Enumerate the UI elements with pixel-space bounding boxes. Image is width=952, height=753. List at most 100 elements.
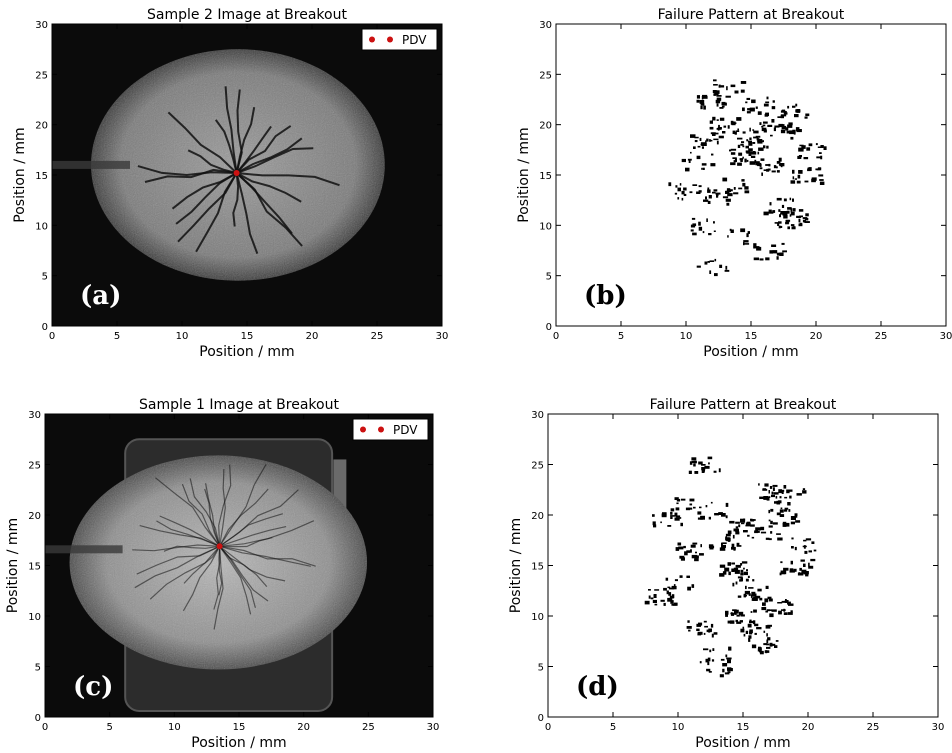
crack-line [235, 172, 303, 247]
failure-point [762, 602, 766, 606]
failure-point [783, 198, 787, 202]
failure-point [680, 557, 685, 561]
failure-point [737, 576, 743, 579]
failure-point [691, 217, 696, 220]
failure-point [776, 197, 782, 201]
failure-point [802, 490, 807, 494]
failure-point [736, 117, 742, 121]
failure-point [734, 569, 740, 574]
failure-point [804, 218, 809, 221]
failure-point [790, 610, 793, 613]
failure-point [739, 611, 744, 616]
failure-point [743, 242, 745, 246]
failure-point [803, 571, 809, 575]
failure-point [819, 181, 825, 185]
failure-point [778, 489, 785, 492]
failure-point [731, 562, 735, 565]
failure-point [713, 230, 716, 232]
failure-point [668, 182, 672, 187]
failure-point [699, 137, 702, 141]
failure-point [739, 158, 744, 161]
failure-point [767, 637, 771, 641]
crack-line [136, 545, 220, 575]
failure-point [781, 609, 786, 611]
failure-point [698, 190, 702, 193]
panel-title: Failure Pattern at Breakout [658, 7, 845, 23]
failure-point [776, 170, 780, 173]
failure-point [770, 643, 776, 646]
pdv-marker [216, 543, 223, 550]
failure-point [759, 496, 764, 499]
y-tick-label: 25 [539, 70, 552, 81]
failure-point [663, 587, 667, 591]
failure-point [758, 646, 761, 650]
y-tick-label: 25 [35, 70, 48, 81]
failure-point [692, 542, 698, 545]
failure-point [771, 491, 774, 495]
failure-point [709, 270, 712, 274]
failure-point [733, 187, 736, 190]
failure-point [792, 129, 796, 134]
failure-point [784, 600, 789, 603]
failure-point [801, 145, 806, 149]
crack-line [235, 125, 292, 174]
failure-point [765, 257, 770, 261]
failure-point [709, 260, 715, 262]
failure-point [752, 142, 756, 144]
failure-point [680, 498, 686, 501]
failure-point [787, 124, 793, 128]
failure-point [750, 594, 753, 598]
failure-point [787, 601, 791, 605]
crack-line [236, 147, 314, 174]
failure-point [810, 558, 816, 562]
failure-point [693, 146, 696, 149]
failure-point [725, 536, 727, 539]
failure-point [694, 136, 699, 139]
failure-point [776, 256, 779, 260]
failure-point [690, 229, 694, 232]
failure-point [754, 159, 757, 164]
failure-point [745, 101, 748, 104]
failure-point [757, 139, 763, 143]
failure-point [763, 643, 768, 646]
failure-point [780, 211, 785, 214]
failure-point [730, 152, 736, 155]
y-tick-label: 30 [28, 410, 41, 421]
failure-point [797, 155, 802, 159]
crack-line [236, 172, 302, 203]
failure-point [673, 584, 676, 588]
failure-point [758, 483, 760, 486]
failure-points [668, 79, 827, 277]
crack-line [144, 168, 237, 183]
failure-point [671, 594, 675, 599]
failure-point [800, 559, 805, 562]
crack-line [189, 478, 221, 547]
failure-point [757, 140, 763, 144]
failure-point [760, 526, 765, 531]
failure-point [708, 628, 712, 631]
failure-point [676, 502, 679, 505]
x-tick-label: 20 [297, 722, 310, 733]
failure-point [713, 138, 719, 141]
failure-point [745, 578, 749, 582]
failure-point [783, 567, 789, 571]
failure-point [733, 192, 739, 195]
failure-point [674, 517, 680, 521]
y-tick-label: 15 [28, 562, 41, 573]
failure-point [746, 111, 751, 114]
x-tick-label: 10 [168, 722, 181, 733]
failure-point [804, 221, 810, 223]
failure-point [725, 533, 731, 537]
y-tick-label: 20 [531, 511, 544, 522]
failure-point [777, 537, 783, 541]
failure-point [753, 519, 756, 521]
failure-point [771, 609, 777, 612]
failure-point [782, 212, 788, 216]
legend: PDV [352, 418, 429, 441]
x-tick-label: 30 [436, 331, 449, 342]
failure-point [665, 577, 669, 581]
failure-point [738, 152, 743, 156]
failure-point [679, 575, 683, 578]
crack-line [219, 545, 252, 615]
failure-point [743, 240, 749, 243]
